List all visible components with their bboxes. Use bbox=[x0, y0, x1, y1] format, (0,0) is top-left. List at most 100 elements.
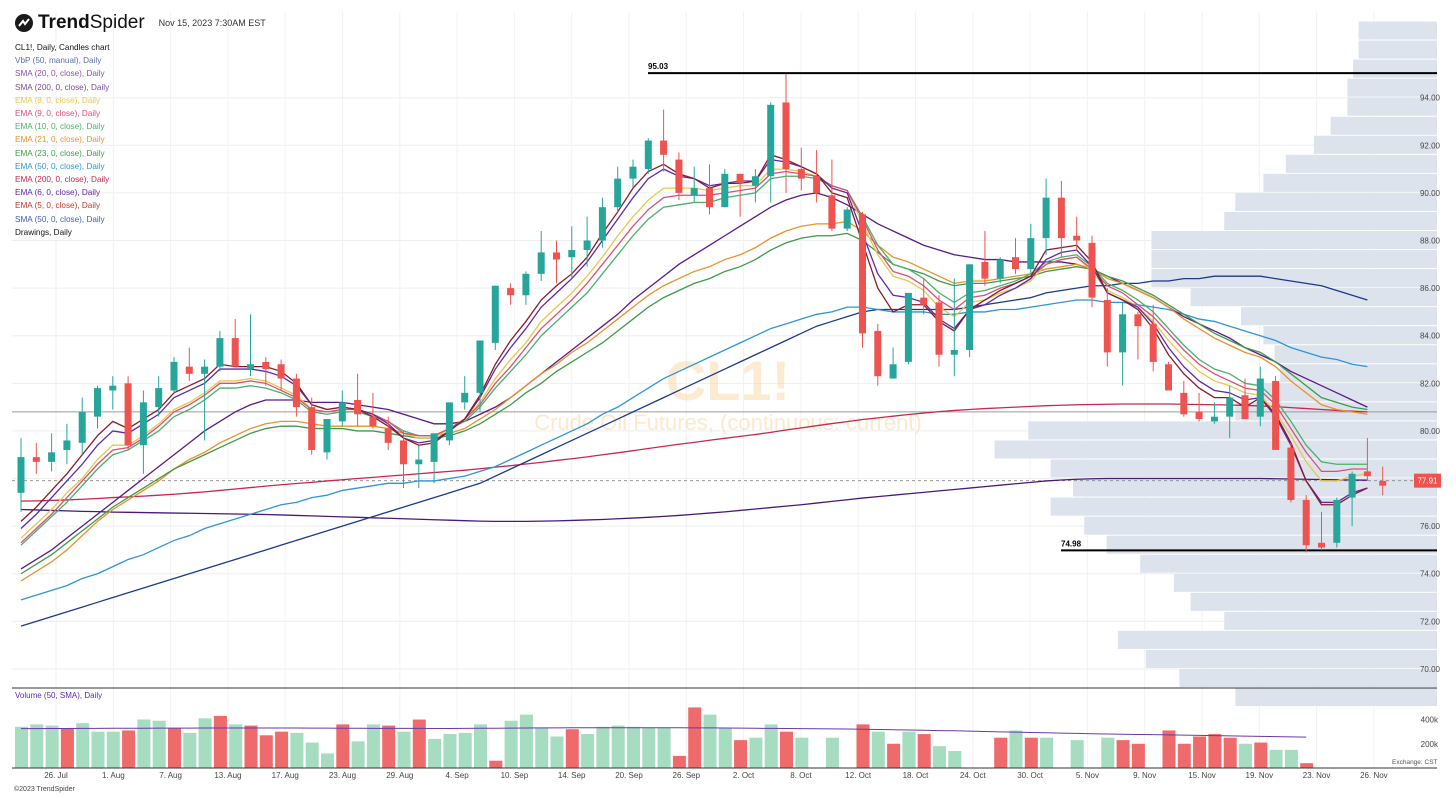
legend-item[interactable]: EMA (200, 0, close), Daily bbox=[15, 175, 110, 185]
vbp-bar bbox=[1358, 21, 1437, 40]
candle bbox=[491, 285, 499, 350]
candle-body bbox=[476, 340, 484, 393]
vbp-bar bbox=[1358, 40, 1437, 59]
candle-body bbox=[797, 169, 805, 179]
vbp-bar bbox=[1179, 668, 1437, 687]
candle bbox=[1379, 466, 1387, 496]
vbp-bar bbox=[1235, 192, 1437, 211]
legend-item[interactable]: EMA (10, 0, close), Daily bbox=[15, 122, 105, 132]
price-tag bbox=[1414, 473, 1441, 488]
candle-body bbox=[1012, 257, 1019, 270]
legend-item[interactable]: EMA (8, 0, close), Daily bbox=[15, 95, 101, 105]
vbp-bar bbox=[1224, 611, 1437, 630]
volume-bar bbox=[994, 737, 1008, 768]
volume-bar bbox=[474, 724, 487, 768]
volume-bar bbox=[535, 728, 549, 768]
candle-body bbox=[323, 419, 331, 453]
legend-item[interactable]: SMA (50, 0, close), Daily bbox=[15, 214, 105, 224]
candle-body bbox=[690, 188, 698, 196]
x-tick-label: 26. Sep bbox=[673, 771, 701, 780]
candle-body bbox=[216, 338, 224, 367]
candle-body bbox=[369, 416, 377, 427]
candle bbox=[308, 397, 316, 455]
candle-body bbox=[1057, 197, 1065, 239]
candle bbox=[1012, 238, 1019, 274]
candle-body bbox=[843, 209, 851, 229]
candle-body bbox=[1073, 235, 1081, 241]
level-label: 95.03 bbox=[648, 62, 669, 71]
vbp-bar bbox=[1190, 288, 1437, 307]
vbp-bar bbox=[1117, 630, 1437, 649]
volume-bar bbox=[856, 724, 870, 768]
candle bbox=[124, 376, 132, 450]
volume-bar bbox=[780, 731, 793, 768]
volume-bar bbox=[1269, 749, 1283, 768]
candle bbox=[1134, 311, 1142, 360]
candle bbox=[415, 445, 423, 489]
candle-body bbox=[1318, 542, 1325, 548]
candle bbox=[935, 295, 943, 367]
volume-bar bbox=[764, 724, 778, 768]
volume-bar bbox=[1300, 763, 1314, 768]
candle bbox=[813, 150, 821, 203]
chart-timestamp: Nov 15, 2023 7:30AM EST bbox=[158, 18, 266, 28]
volume-bar bbox=[1116, 740, 1130, 768]
candle bbox=[598, 197, 606, 248]
candle bbox=[507, 283, 515, 305]
legend-item[interactable]: EMA (21, 0, close), Daily bbox=[15, 135, 105, 145]
volume-bar bbox=[91, 731, 105, 768]
candle bbox=[843, 207, 851, 231]
volume-bar bbox=[519, 714, 533, 768]
volume-bar bbox=[1040, 737, 1054, 768]
vbp-bar bbox=[1347, 97, 1437, 116]
legend-item[interactable]: EMA (5, 0, close), Daily bbox=[15, 201, 101, 211]
candle bbox=[1088, 235, 1096, 308]
volume-bar bbox=[443, 734, 457, 768]
legend-symbol-line[interactable]: CL1!, Daily, Candles chart bbox=[15, 43, 110, 52]
legend-item[interactable]: Drawings, Daily bbox=[15, 227, 72, 237]
legend-item[interactable]: EMA (6, 0, close), Daily bbox=[15, 188, 101, 198]
candle bbox=[1272, 376, 1280, 450]
candle-body bbox=[614, 178, 622, 208]
candle bbox=[354, 373, 362, 427]
exchange-label: Exchange: CST bbox=[1392, 759, 1438, 766]
x-tick-label: 10. Sep bbox=[501, 771, 529, 780]
legend-item[interactable]: SMA (20, 0, close), Daily bbox=[15, 69, 105, 79]
candle-body bbox=[94, 388, 101, 417]
vbp-bar bbox=[1151, 250, 1437, 269]
volume-bar bbox=[1239, 743, 1252, 768]
candle bbox=[262, 357, 270, 386]
vbp-bar bbox=[1173, 573, 1437, 592]
x-tick-label: 24. Oct bbox=[960, 771, 987, 780]
x-tick-label: 26. Nov bbox=[1360, 771, 1388, 780]
candle bbox=[675, 152, 683, 201]
candle-body bbox=[721, 173, 729, 208]
legend-item[interactable]: EMA (50, 0, close), Daily bbox=[15, 161, 105, 171]
candle bbox=[859, 211, 866, 348]
x-tick-label: 7. Aug bbox=[159, 771, 182, 780]
trendspider-logo-icon bbox=[15, 14, 33, 32]
legend-item[interactable]: SMA (200, 0, close), Daily bbox=[15, 82, 110, 92]
candle-body bbox=[629, 166, 637, 179]
x-tick-label: 1. Aug bbox=[102, 771, 125, 780]
candle bbox=[690, 166, 698, 203]
candle bbox=[369, 392, 377, 429]
candle-body bbox=[1333, 499, 1341, 543]
x-tick-label: 17. Aug bbox=[272, 771, 299, 780]
candle bbox=[1302, 495, 1310, 553]
legend-item[interactable]: VbP (50, manual), Daily bbox=[15, 56, 102, 66]
candle bbox=[1042, 178, 1050, 255]
volume-bar bbox=[581, 734, 595, 768]
volume-bar bbox=[1009, 730, 1023, 768]
legend-item[interactable]: EMA (9, 0, close), Daily bbox=[15, 109, 101, 119]
legend-item[interactable]: EMA (23, 0, close), Daily bbox=[15, 148, 105, 158]
candle bbox=[277, 359, 285, 391]
candle bbox=[201, 359, 209, 441]
candle-body bbox=[262, 361, 270, 370]
candle bbox=[1226, 385, 1234, 439]
volume-bar bbox=[428, 738, 442, 768]
candle-body bbox=[124, 383, 132, 446]
vbp-bar bbox=[1353, 59, 1437, 78]
candle bbox=[660, 109, 668, 172]
